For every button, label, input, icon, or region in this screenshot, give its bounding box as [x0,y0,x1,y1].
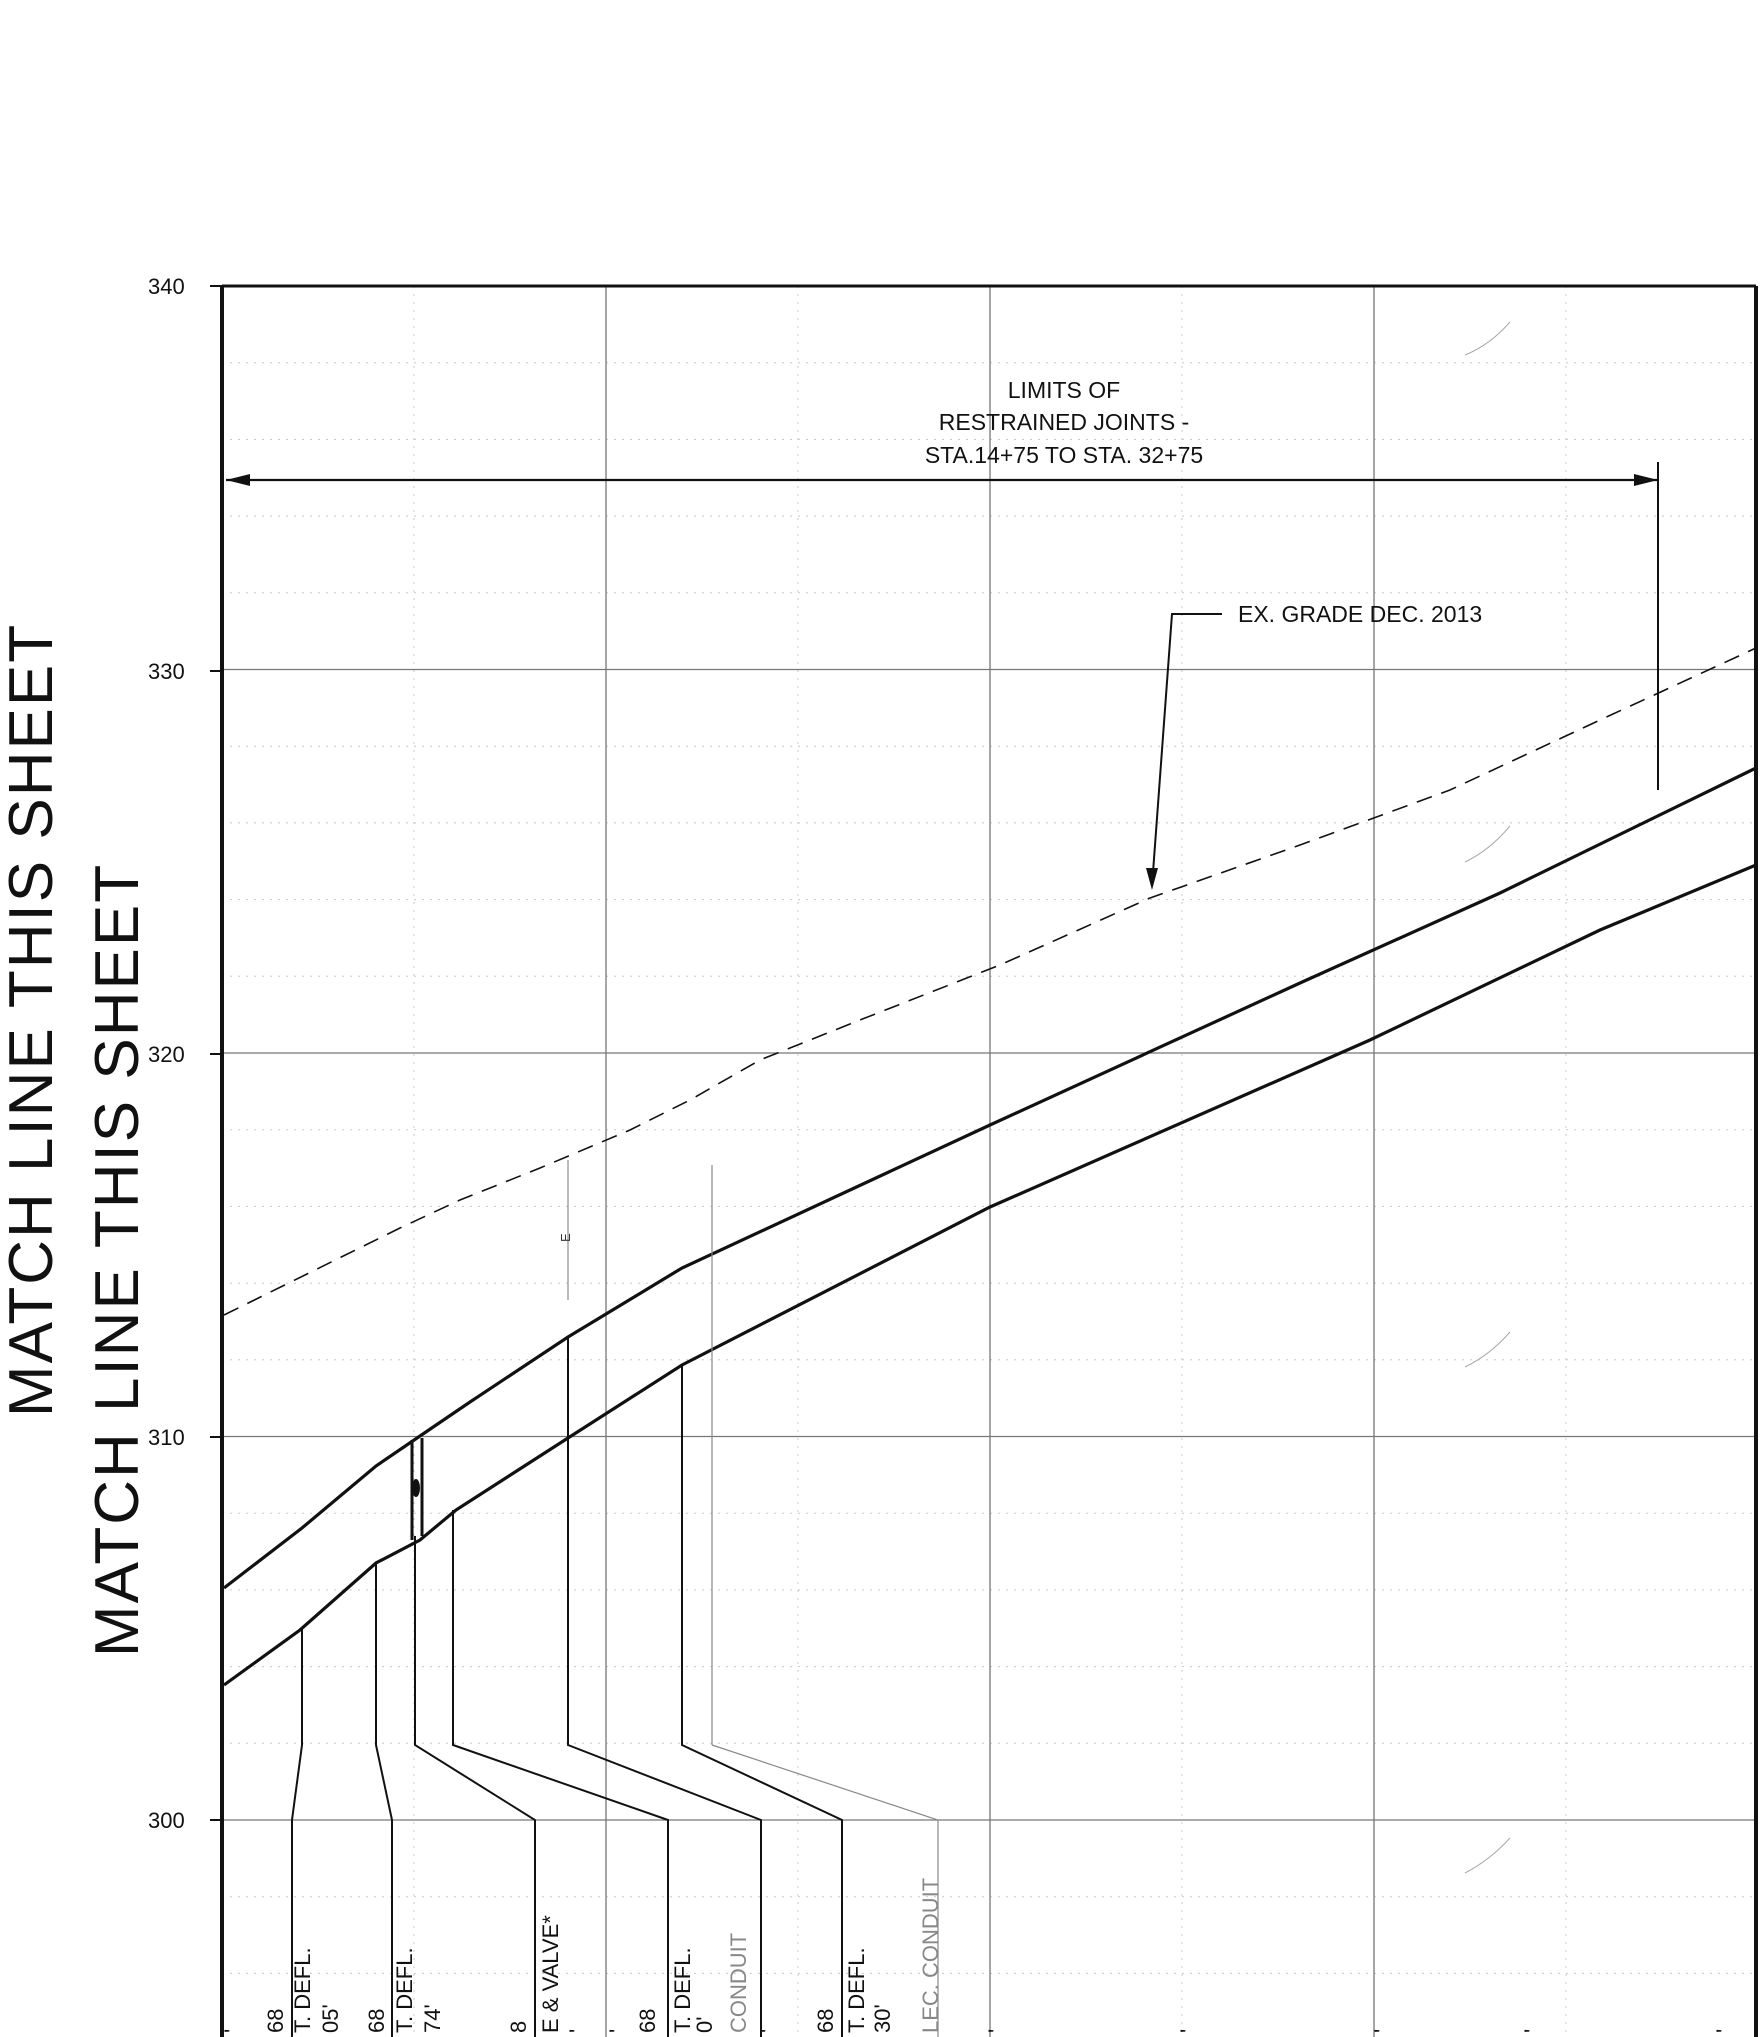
callout-2-line-1: 68 [364,2009,389,2033]
callout-5-line-3: 30' [870,2004,895,2033]
valve-symbol [412,1479,420,1497]
bottom-marks: ' ' ' ' ' [984,2029,1737,2033]
artifact-2 [1464,825,1511,863]
grid [222,285,1756,2037]
artifact-1 [1464,321,1511,356]
y-tick-340: 340 [148,274,222,299]
grade-leader-line [1151,613,1222,887]
callout-4-line-3: T. DEFL. [670,1947,695,2033]
bottom-mark-5: ' [1712,2029,1737,2033]
limits-note-line-3: STA.14+75 TO STA. 32+75 [925,442,1203,468]
callout-2-line-2: T. DEFL. [392,1947,417,2033]
grade-note-label: EX. GRADE DEC. 2013 [1238,601,1482,627]
callout-5-line-2: T. DEFL. [844,1947,869,2033]
frame [220,284,1758,2037]
y-tick-320: 320 [148,1042,222,1067]
match-line-labels: MATCH LINE THIS SHEET MATCH LINE THIS SH… [0,623,152,1657]
match-line-label-inner: MATCH LINE THIS SHEET [83,863,152,1657]
callout-texts: ' 68 T. DEFL. 05' 68 T. DEFL. 74' 8 E & … [220,1878,943,2033]
callout-4-line-2: 68 [635,2009,660,2033]
leader-4 [452,1510,669,2037]
bottom-mark-4: ' [1520,2029,1545,2033]
callout-3-line-3: ' [565,2029,590,2033]
limits-note-line-2: RESTRAINED JOINTS - [939,409,1189,435]
leader-1 [291,1628,303,2037]
y-tick-label-310: 310 [148,1425,185,1450]
callout-3-line-2: E & VALVE* [538,1915,563,2033]
y-tick-label-340: 340 [148,274,185,299]
artifact-4 [1464,1837,1511,1874]
bottom-mark-2: ' [1176,2029,1201,2033]
callout-4-line-5: CONDUIT [726,1933,751,2033]
callout-1-line-4: 05' [318,2004,343,2033]
callout-4-line-1: ' [605,2029,630,2033]
leader-7 [711,1744,939,2037]
artifact-3 [1464,1331,1511,1368]
existing-grade-line [223,647,1757,1316]
y-tick-300: 300 [148,1808,222,1833]
grid-major-lines [222,285,1756,2037]
leader-2 [375,1563,393,2037]
callout-4-line-4: 0' [692,2017,717,2033]
callout-leaders [291,1337,939,2037]
grid-minor-lines [222,286,1756,2037]
scan-artifacts [1464,321,1511,1874]
electric-marker-label: E [558,1233,573,1242]
leader-3 [414,1536,536,2037]
leader-5 [567,1337,762,2037]
callout-1-line-1: ' [220,2029,245,2033]
bottom-mark-1: ' [984,2029,1009,2033]
callout-5-line-1: 68 [813,2009,838,2033]
y-axis: 340 330 320 310 300 [148,274,222,1833]
leader-6 [681,1365,843,2037]
limits-arrow-left [226,474,250,486]
electric-marker: E [558,1160,713,1745]
existing-grade: EX. GRADE DEC. 2013 [223,601,1757,1316]
callout-1-line-2: 68 [263,2009,288,2033]
limits-note-line-1: LIMITS OF [1008,377,1120,403]
callout-2-line-3: 74' [420,2004,445,2033]
limits-note: LIMITS OF RESTRAINED JOINTS - STA.14+75 … [226,377,1659,790]
y-tick-310: 310 [148,1425,222,1450]
y-tick-label-300: 300 [148,1808,185,1833]
y-tick-label-320: 320 [148,1042,185,1067]
grade-leader-arrow [1146,868,1158,890]
bottom-mark-3: ' [1370,2029,1395,2033]
callout-4-line-6: ' [756,2029,781,2033]
y-tick-label-330: 330 [148,659,185,684]
callout-1-line-3: T. DEFL. [290,1947,315,2033]
callout-6-line-1: LEC. CONDUIT [918,1878,943,2033]
limits-arrow-right [1634,474,1658,486]
y-tick-330: 330 [148,659,222,684]
callout-3-line-1: 8 [506,2021,531,2033]
match-line-label-outer: MATCH LINE THIS SHEET [0,623,66,1417]
